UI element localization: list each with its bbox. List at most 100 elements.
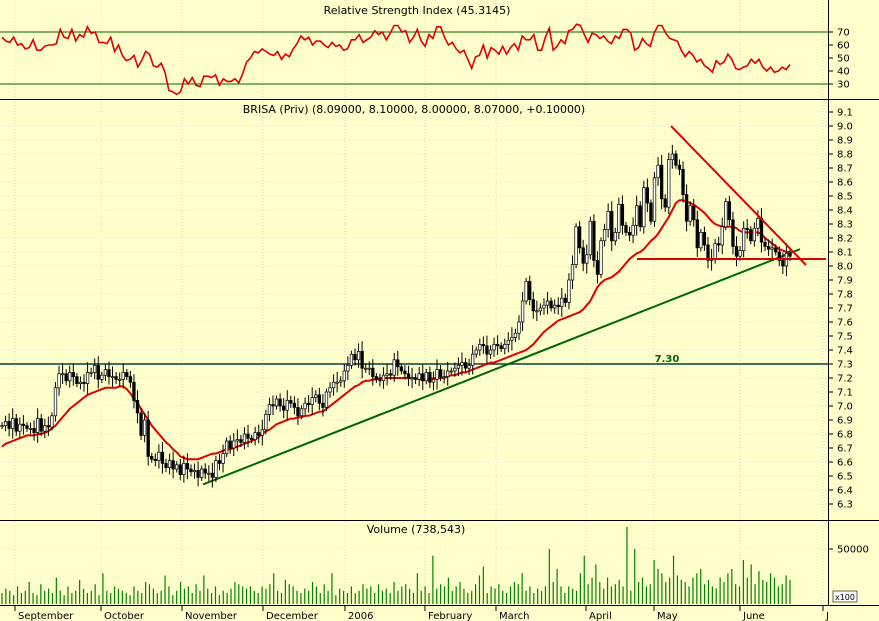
candle-body bbox=[688, 205, 692, 222]
candle-body bbox=[121, 372, 125, 380]
candle-body bbox=[224, 440, 229, 454]
volume-title: Volume (738,543) bbox=[367, 523, 465, 536]
candle-body bbox=[392, 359, 396, 376]
candle-body bbox=[310, 397, 314, 405]
candle-body bbox=[235, 439, 239, 442]
candle-body bbox=[545, 300, 550, 306]
candle-body bbox=[228, 440, 232, 449]
candle-body bbox=[303, 402, 307, 410]
candle-body bbox=[207, 472, 211, 475]
candle-body bbox=[53, 387, 58, 417]
candle-body bbox=[274, 398, 279, 407]
candle-body bbox=[424, 372, 428, 382]
price-panel: BRISA (Priv) (8.09000, 8.10000, 8.00000,… bbox=[0, 103, 853, 511]
price-tick-label: 8.5 bbox=[837, 192, 853, 203]
price-tick-label: 7.2 bbox=[837, 374, 853, 385]
candle-body bbox=[314, 394, 318, 398]
price-tick-label: 8.9 bbox=[837, 136, 853, 147]
candle-body bbox=[567, 279, 571, 303]
candle-body bbox=[367, 367, 371, 370]
candle-body bbox=[78, 381, 83, 384]
candle-body bbox=[353, 353, 357, 361]
candle-body bbox=[89, 372, 93, 374]
candle-body bbox=[488, 349, 493, 355]
candle-body bbox=[631, 225, 635, 236]
candle-body bbox=[214, 460, 218, 478]
candle-body bbox=[602, 229, 607, 242]
candle-body bbox=[28, 428, 33, 430]
candle-body bbox=[492, 344, 496, 351]
x-tick-label: November bbox=[185, 611, 238, 621]
candle-body bbox=[178, 464, 182, 475]
candle-body bbox=[11, 418, 15, 429]
chart-grid bbox=[0, 0, 828, 605]
candle-body bbox=[749, 229, 753, 242]
candle-body bbox=[431, 379, 436, 383]
triangle-upper-line bbox=[670, 125, 807, 266]
candle-body bbox=[171, 460, 175, 470]
candle-body bbox=[18, 423, 22, 432]
price-tick-label: 7.3 bbox=[837, 360, 853, 371]
rsi-title: Relative Strength Index (45.3145) bbox=[324, 4, 511, 17]
candle-body bbox=[417, 373, 421, 380]
price-tick-label: 7.8 bbox=[837, 290, 853, 301]
candle-body bbox=[0, 425, 4, 427]
candle-body bbox=[670, 153, 674, 160]
candle-body bbox=[756, 218, 760, 229]
candle-body bbox=[542, 304, 546, 309]
candle-body bbox=[406, 373, 411, 379]
candle-body bbox=[103, 369, 108, 376]
candle-body bbox=[606, 211, 610, 230]
candle-body bbox=[39, 418, 43, 432]
price-tick-label: 7.5 bbox=[837, 332, 853, 343]
candle-body bbox=[485, 345, 489, 355]
candle-body bbox=[774, 247, 778, 253]
candle-body bbox=[535, 310, 539, 313]
candle-body bbox=[271, 404, 275, 407]
candle-body bbox=[549, 300, 553, 309]
candle-body bbox=[759, 218, 764, 243]
candle-body bbox=[217, 460, 222, 464]
candle-body bbox=[681, 169, 685, 195]
candle-body bbox=[674, 153, 678, 166]
candle-body bbox=[713, 243, 717, 260]
candle-body bbox=[257, 432, 261, 436]
price-tick-label: 7.7 bbox=[837, 304, 853, 315]
candle-body bbox=[738, 250, 742, 257]
candle-body bbox=[282, 405, 286, 411]
candle-body bbox=[232, 440, 236, 449]
candle-body bbox=[246, 433, 250, 439]
candle-body bbox=[446, 370, 450, 377]
candle-body bbox=[471, 353, 475, 366]
candle-body bbox=[481, 344, 486, 347]
candle-body bbox=[371, 367, 375, 377]
x-tick-label: 2006 bbox=[348, 611, 373, 621]
volume-scale-note: x100 bbox=[832, 590, 858, 603]
candle-body bbox=[356, 351, 361, 361]
candle-body bbox=[645, 187, 650, 204]
price-title: BRISA (Priv) (8.09000, 8.10000, 8.00000,… bbox=[243, 103, 585, 116]
candle-body bbox=[107, 369, 111, 377]
candle-body bbox=[617, 204, 621, 233]
candle-body bbox=[43, 425, 47, 432]
candle-body bbox=[684, 194, 689, 222]
candle-body bbox=[610, 211, 614, 242]
rsi-levels bbox=[0, 31, 828, 85]
candle-body bbox=[96, 365, 100, 380]
candle-body bbox=[413, 377, 418, 380]
candle-body bbox=[364, 367, 368, 370]
candle-body bbox=[677, 164, 682, 170]
candle-body bbox=[249, 437, 254, 440]
x-axis: September October November December 2006 Febr… bbox=[14, 605, 829, 621]
candle-body bbox=[438, 369, 443, 377]
trend-line bbox=[202, 248, 801, 486]
candle-body bbox=[349, 353, 354, 366]
x-tick-label: J bbox=[825, 611, 829, 621]
price-tick-label: 6.4 bbox=[837, 486, 853, 497]
price-tick-label: 8.7 bbox=[837, 164, 853, 175]
candle-body bbox=[360, 351, 364, 369]
candle-body bbox=[627, 232, 632, 236]
candle-body bbox=[167, 460, 172, 468]
candle-body bbox=[788, 253, 792, 257]
